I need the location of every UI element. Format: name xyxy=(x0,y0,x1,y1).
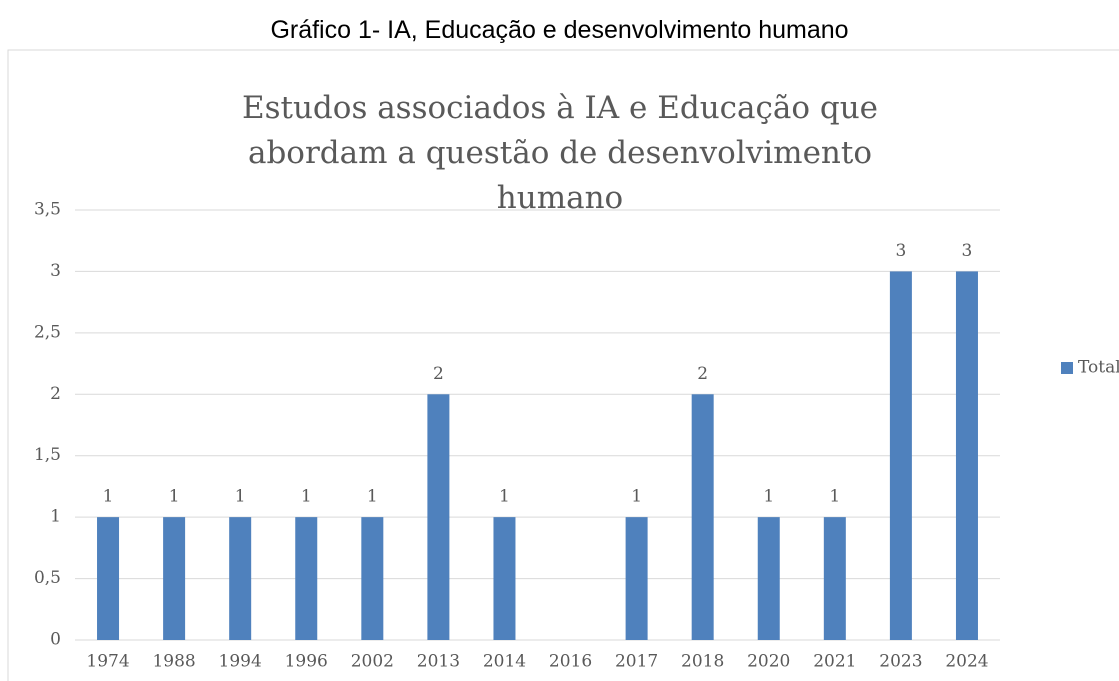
bar xyxy=(229,517,252,640)
x-tick-label: 1994 xyxy=(219,652,262,672)
data-label: 1 xyxy=(367,487,378,507)
x-tick-label: 2013 xyxy=(417,652,460,672)
bar xyxy=(361,517,384,640)
x-tick-label: 2014 xyxy=(483,652,526,672)
figure-heading: Gráfico 1- IA, Educação e desenvolviment… xyxy=(270,16,849,44)
legend-swatch xyxy=(1061,362,1073,374)
x-tick-label: 1996 xyxy=(285,652,328,672)
data-label: 2 xyxy=(697,364,708,384)
legend-label: Total xyxy=(1078,358,1119,378)
data-label: 1 xyxy=(301,487,312,507)
y-tick-label: 3 xyxy=(50,261,61,281)
y-tick-label: 1,5 xyxy=(34,445,61,465)
bar xyxy=(757,517,780,640)
bar xyxy=(427,394,450,640)
y-tick-label: 0 xyxy=(50,630,61,650)
data-label: 3 xyxy=(895,241,906,261)
bar xyxy=(295,517,318,640)
x-tick-label: 2024 xyxy=(945,652,988,672)
x-tick-label: 2017 xyxy=(615,652,658,672)
data-label: 1 xyxy=(103,487,114,507)
y-tick-label: 1 xyxy=(50,507,61,527)
bar xyxy=(97,517,120,640)
chart-frame xyxy=(7,49,1119,681)
data-label: 1 xyxy=(499,487,510,507)
bar xyxy=(625,517,648,640)
data-label: 1 xyxy=(169,487,180,507)
data-label: 1 xyxy=(631,487,642,507)
bar xyxy=(955,271,978,640)
x-tick-label: 1988 xyxy=(152,652,195,672)
x-tick-label: 2016 xyxy=(549,652,592,672)
bar xyxy=(889,271,912,640)
data-label: 3 xyxy=(962,241,973,261)
bar xyxy=(163,517,186,640)
data-label: 1 xyxy=(829,487,840,507)
bar xyxy=(493,517,516,640)
x-tick-label: 2018 xyxy=(681,652,724,672)
data-label: 1 xyxy=(235,487,246,507)
chart-title: Estudos associados à IA e Educação que a… xyxy=(241,90,879,216)
x-tick-label: 2020 xyxy=(747,652,790,672)
y-tick-label: 2,5 xyxy=(34,322,61,342)
data-label: 1 xyxy=(763,487,774,507)
y-tick-label: 0,5 xyxy=(34,568,61,588)
bar xyxy=(823,517,846,640)
data-label: 2 xyxy=(433,364,444,384)
bar xyxy=(691,394,714,640)
x-tick-label: 1974 xyxy=(86,652,129,672)
x-tick-label: 2023 xyxy=(879,652,922,672)
y-tick-label: 3,5 xyxy=(34,200,61,220)
x-tick-label: 2021 xyxy=(813,652,856,672)
y-tick-label: 2 xyxy=(50,384,61,404)
x-tick-label: 2002 xyxy=(351,652,394,672)
